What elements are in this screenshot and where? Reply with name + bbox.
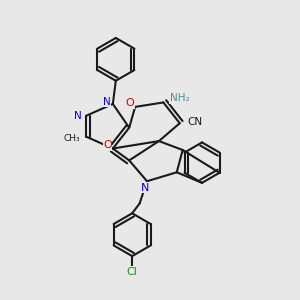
Text: NH₂: NH₂ [170, 93, 190, 103]
Text: O: O [125, 98, 134, 108]
Text: N: N [74, 111, 82, 121]
Text: Cl: Cl [127, 267, 138, 277]
Text: O: O [103, 140, 112, 150]
Text: CN: CN [188, 117, 203, 127]
Text: CH₃: CH₃ [64, 134, 80, 142]
Text: N: N [103, 97, 111, 106]
Text: N: N [141, 183, 150, 193]
